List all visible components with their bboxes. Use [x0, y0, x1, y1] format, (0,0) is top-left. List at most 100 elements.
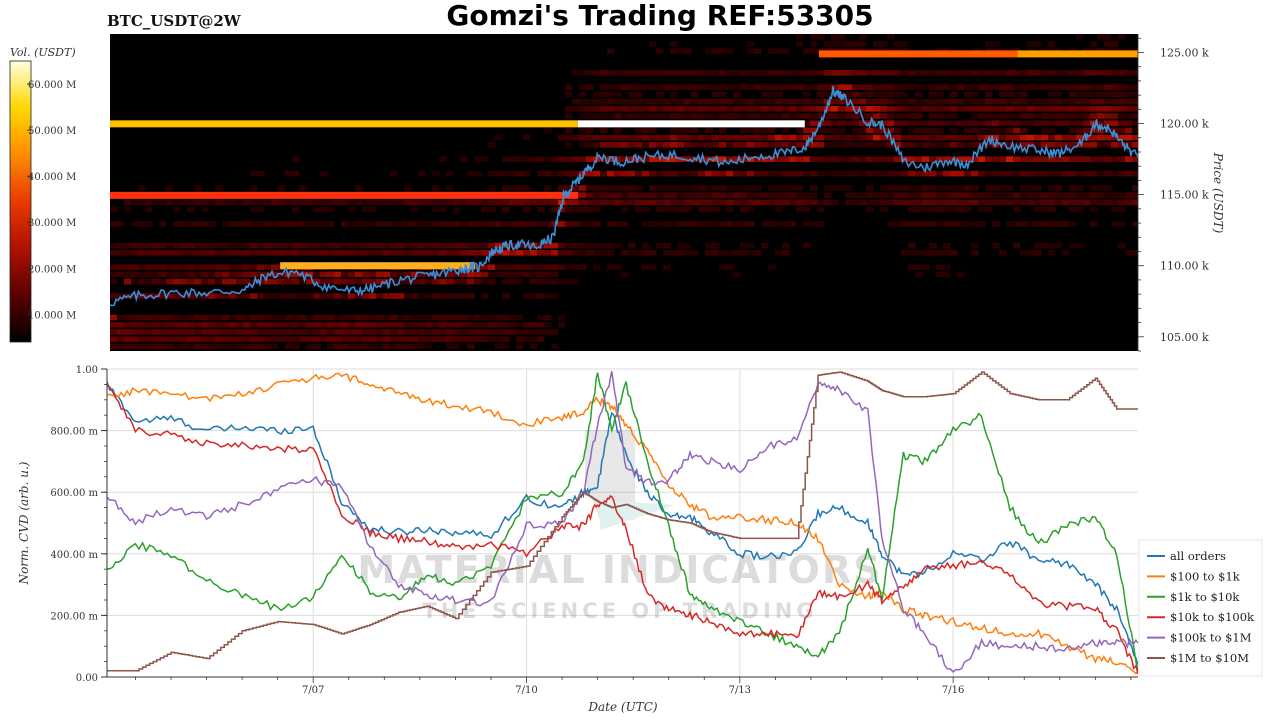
heatmap-cell: [1020, 70, 1028, 76]
heatmap-cells: [110, 34, 1138, 351]
heatmap-cell: [859, 84, 867, 90]
heatmap-cell: [341, 221, 349, 227]
heatmap-cell: [649, 134, 657, 141]
heatmap-cell: [656, 70, 664, 76]
heatmap-cell: [684, 84, 692, 90]
heatmap-cell: [901, 185, 909, 191]
heatmap-cell: [642, 134, 650, 141]
heatmap-cell: [376, 250, 384, 256]
heatmap-cell: [782, 70, 790, 76]
heatmap-cell: [341, 250, 349, 256]
heatmap-cell: [299, 329, 307, 335]
heatmap-cell: [159, 242, 167, 249]
heatmap-cell: [173, 314, 181, 321]
heatmap-cell: [1111, 41, 1119, 47]
heatmap-cell: [418, 221, 426, 227]
heatmap-cell: [432, 350, 440, 351]
heatmap-cell: [369, 343, 377, 350]
heatmap-cell: [383, 329, 391, 335]
heatmap-cell: [222, 329, 230, 335]
heatmap-cell: [803, 206, 811, 213]
heatmap-cell: [271, 343, 279, 350]
heatmap-cell: [887, 156, 895, 162]
heatmap-cell: [838, 156, 846, 162]
heatmap-cell: [362, 221, 370, 227]
heatmap-cell: [397, 250, 405, 256]
heatmap-cell: [971, 106, 979, 112]
heatmap-cell: [551, 199, 559, 206]
heatmap-cell: [698, 221, 706, 227]
heatmap-cell: [1027, 98, 1035, 105]
heatmap-cell: [775, 142, 783, 148]
heatmap-cell: [180, 322, 188, 328]
heatmap-cell: [320, 170, 328, 177]
heatmap-cell: [635, 113, 643, 119]
heatmap-cell: [607, 221, 615, 227]
heatmap-cell: [453, 278, 461, 285]
heatmap-cell: [1020, 106, 1028, 112]
heatmap-cell: [1034, 199, 1042, 206]
heatmap-cell: [418, 343, 426, 350]
heatmap-cell: [740, 142, 748, 148]
heatmap-cell: [236, 350, 244, 351]
heatmap-cell: [831, 185, 839, 191]
heatmap-cell: [747, 41, 755, 47]
heatmap-cell: [1020, 84, 1028, 90]
heatmap-cell: [873, 113, 881, 119]
heatmap-cell: [369, 206, 377, 213]
heatmap-cell: [719, 142, 727, 148]
heatmap-cell: [740, 113, 748, 119]
heatmap-cell: [341, 322, 349, 328]
heatmap-cell: [481, 293, 489, 299]
heatmap-cell: [831, 170, 839, 177]
heatmap-cell: [607, 185, 615, 191]
heatmap-cell: [439, 322, 447, 328]
heatmap-cell: [306, 271, 314, 278]
heatmap-cell: [166, 242, 174, 249]
heatmap-cell: [796, 106, 804, 112]
heatmap-cell: [488, 170, 496, 177]
heatmap-cell: [852, 192, 860, 198]
heatmap-cell: [117, 314, 125, 321]
heatmap-cell: [712, 98, 720, 105]
heatmap-cell: [649, 113, 657, 119]
heatmap-cell: [719, 106, 727, 112]
heatmap-cell: [1069, 98, 1077, 105]
heatmap-cell: [229, 343, 237, 350]
heatmap-cell: [537, 221, 545, 227]
heatmap-cell: [642, 250, 650, 256]
heatmap-cell: [558, 185, 566, 191]
heatmap-cell: [754, 113, 762, 119]
heatmap-cell: [509, 199, 517, 206]
heatmap-cell: [516, 314, 524, 321]
heatmap-cell: [1069, 142, 1077, 148]
heatmap-cell: [285, 250, 293, 256]
heatmap-cell: [628, 250, 636, 256]
heatmap-cell: [390, 271, 398, 278]
heatmap-cell: [1132, 120, 1138, 126]
heatmap-cell: [1013, 70, 1021, 76]
heatmap-cell: [369, 350, 377, 351]
heatmap-cell: [789, 134, 797, 141]
heatmap-cell: [481, 206, 489, 213]
heatmap-cell: [565, 199, 573, 206]
heatmap-cell: [670, 84, 678, 90]
heatmap-cell: [614, 134, 622, 141]
heatmap-cell: [404, 314, 412, 321]
heatmap-cell: [278, 250, 286, 256]
heatmap-cell: [740, 84, 748, 90]
heatmap-cell: [719, 170, 727, 177]
heatmap-cell: [1104, 134, 1112, 141]
heatmap-cell: [334, 350, 342, 351]
heatmap-cell: [999, 156, 1007, 162]
heatmap-cell: [852, 91, 860, 98]
heatmap-cell: [1125, 98, 1133, 105]
heatmap-cell: [271, 250, 279, 256]
heatmap-cell: [1041, 142, 1049, 148]
heatmap-cell: [957, 156, 965, 162]
heatmap-cell: [236, 221, 244, 227]
heatmap-cell: [117, 322, 125, 328]
heatmap-cell: [992, 192, 1000, 198]
heatmap-cell: [152, 250, 160, 256]
heatmap-cell: [712, 134, 720, 141]
